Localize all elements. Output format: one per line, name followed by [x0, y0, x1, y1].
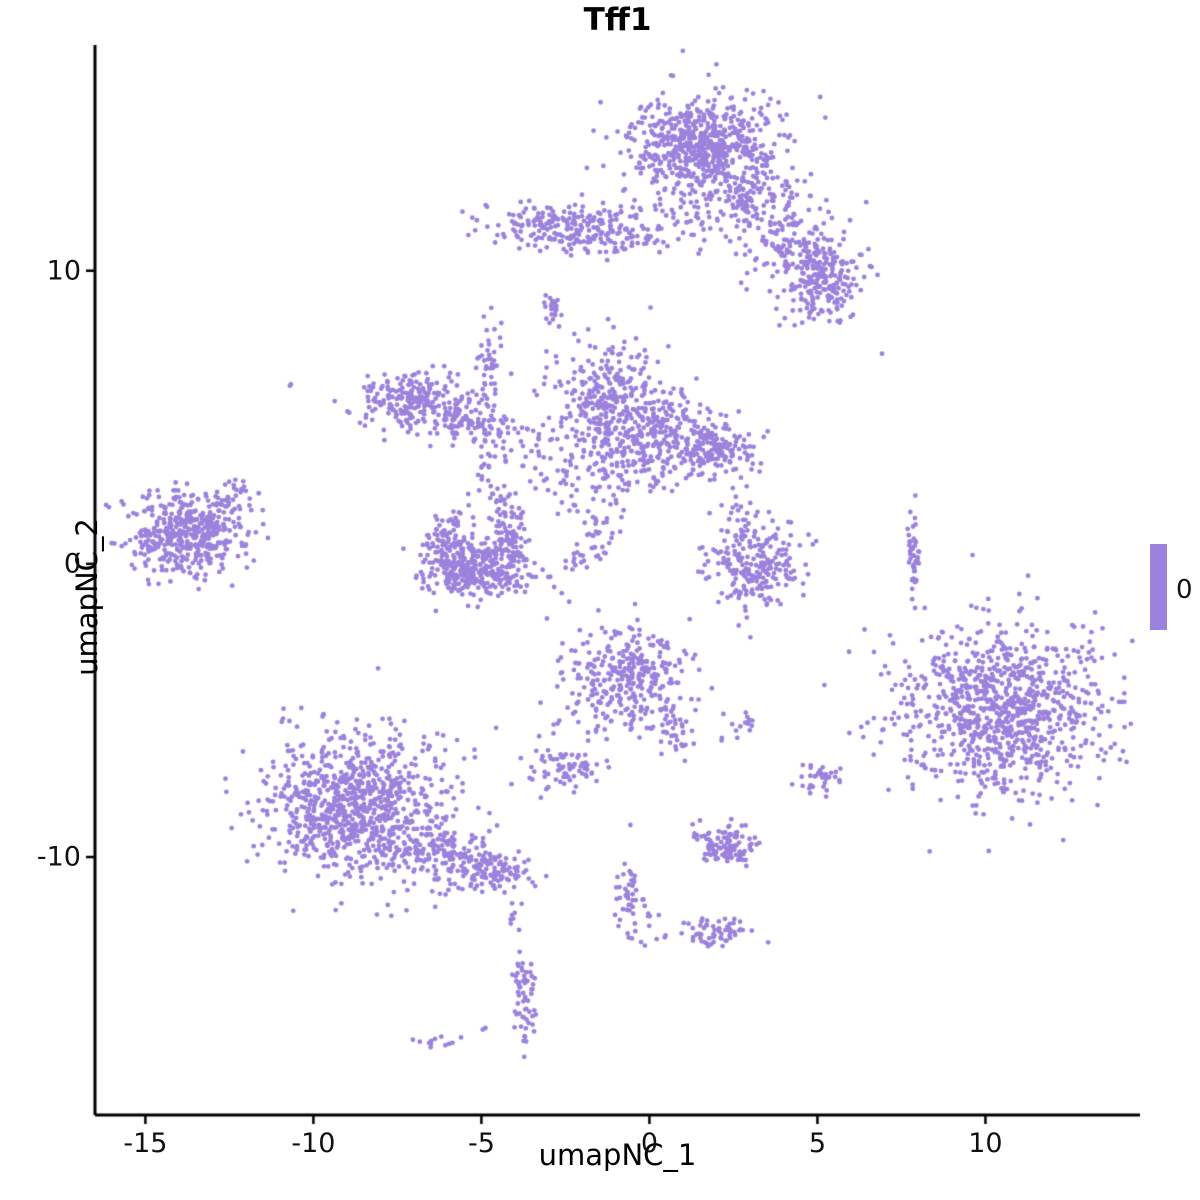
- x-tick-label: -10: [291, 1128, 336, 1159]
- legend-label: 0: [1176, 575, 1193, 605]
- x-tick-label: -5: [467, 1128, 495, 1159]
- legend-colorbar: [1150, 544, 1167, 630]
- y-axis-label: umapNC_2: [69, 518, 104, 676]
- y-tick-label: -10: [36, 841, 81, 873]
- y-tick-label: 10: [46, 255, 81, 287]
- x-tick-label: 10: [968, 1128, 1003, 1159]
- x-tick-label: 5: [808, 1128, 827, 1159]
- x-tick-label: -15: [123, 1128, 168, 1159]
- plot-title: Tff1: [583, 2, 652, 38]
- legend: 0: [1150, 544, 1193, 630]
- x-tick-label: 0: [640, 1128, 658, 1159]
- y-tick-label: 0: [63, 548, 81, 580]
- x-axis-label: umapNC_1: [538, 1138, 697, 1172]
